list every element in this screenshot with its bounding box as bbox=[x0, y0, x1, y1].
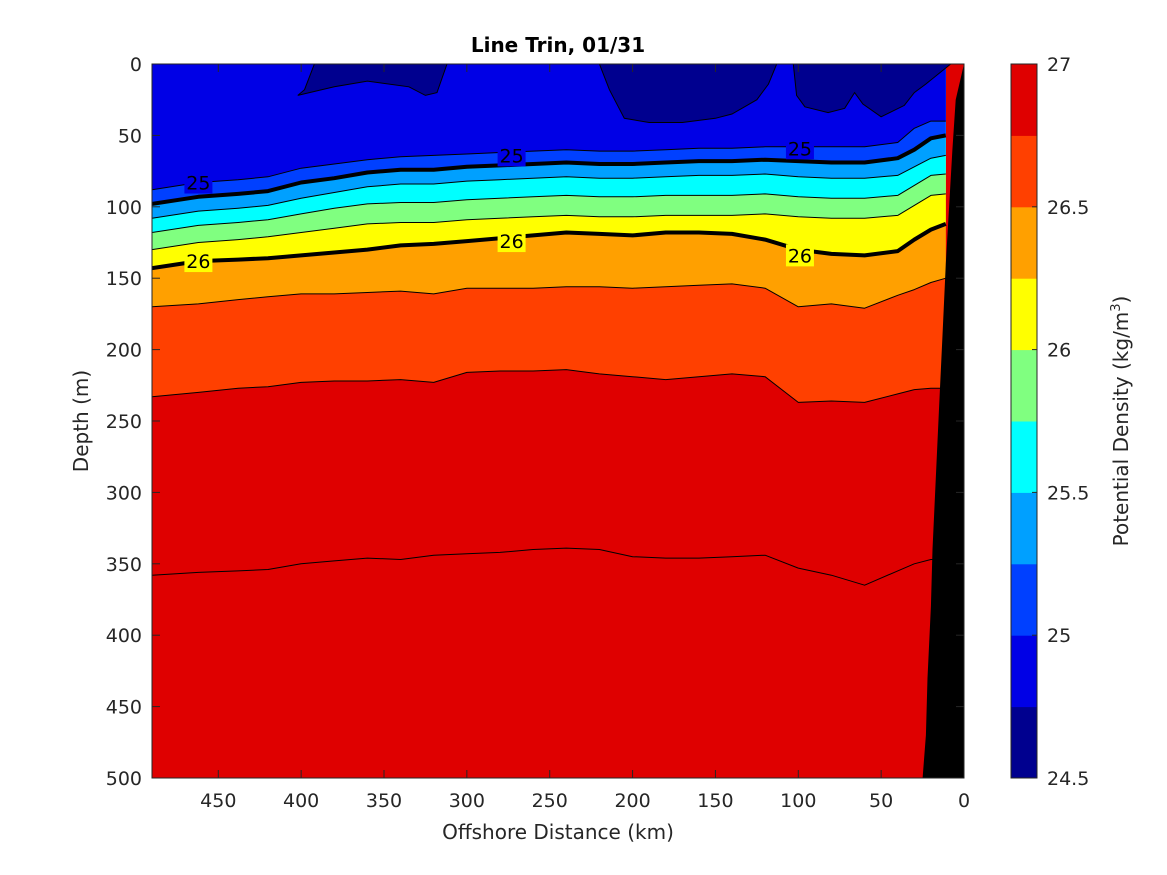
contour-line bbox=[152, 277, 946, 309]
colorbar-tick-label: 26.5 bbox=[1047, 197, 1089, 219]
colorbar-label: Potential Density (kg/m3) bbox=[1109, 296, 1133, 547]
x-tick-label: 350 bbox=[366, 790, 402, 812]
colorbar-swatch bbox=[1011, 206, 1037, 279]
y-tick-label: 200 bbox=[106, 340, 142, 362]
contour-line bbox=[152, 133, 947, 206]
x-tick-label: 150 bbox=[697, 790, 733, 812]
colorbar-label-sup: 3 bbox=[1109, 303, 1124, 311]
contour-lines bbox=[152, 120, 947, 586]
contour-line bbox=[152, 173, 946, 233]
x-tick-label: 200 bbox=[614, 790, 650, 812]
contour-label: 25 bbox=[186, 173, 210, 195]
x-tick-label: 250 bbox=[532, 790, 568, 812]
y-tick-label: 400 bbox=[106, 625, 142, 647]
density-band-fill bbox=[792, 64, 952, 118]
x-tick-label: 100 bbox=[780, 790, 816, 812]
colorbar-swatch bbox=[1011, 135, 1037, 208]
colorbar-swatch bbox=[1011, 492, 1037, 565]
contour-label-gap bbox=[184, 250, 213, 273]
seafloor-shape bbox=[922, 64, 964, 778]
contour-labels: 25 25 25 26 26 26 bbox=[184, 137, 814, 273]
y-axis-ticks: 0 50 100 150 200 250 300 350 400 450 500 bbox=[106, 54, 964, 790]
y-tick-label: 150 bbox=[106, 268, 142, 290]
contour-label: 25 bbox=[500, 145, 524, 167]
contour-line bbox=[152, 120, 946, 191]
contour-line bbox=[152, 154, 946, 219]
colorbar-swatch bbox=[1011, 64, 1037, 136]
contour-label-gap bbox=[785, 137, 814, 160]
x-tick-label: 400 bbox=[283, 790, 319, 812]
colorbar-swatch bbox=[1011, 278, 1037, 351]
contour-label: 26 bbox=[788, 245, 812, 267]
contour-line bbox=[152, 369, 946, 403]
density-band-fill bbox=[598, 64, 778, 123]
bathymetry bbox=[922, 64, 964, 778]
y-tick-label: 250 bbox=[106, 411, 142, 433]
y-tick-label: 50 bbox=[118, 125, 142, 147]
colorbar-swatch bbox=[1011, 421, 1037, 493]
x-tick-label: 450 bbox=[200, 790, 236, 812]
colorbar-tick-label: 26 bbox=[1047, 340, 1071, 362]
y-tick-label: 300 bbox=[106, 482, 142, 504]
colorbar-ticks: 24.5 25 25.5 26 26.5 27 bbox=[1032, 54, 1089, 790]
y-tick-label: 350 bbox=[106, 554, 142, 576]
x-axis-label: Offshore Distance (km) bbox=[442, 820, 674, 844]
colorbar-tick-label: 25 bbox=[1047, 625, 1071, 647]
y-tick-label: 100 bbox=[106, 197, 142, 219]
plot-area bbox=[152, 64, 964, 778]
y-tick-label: 450 bbox=[106, 697, 142, 719]
colorbar-tick-label: 24.5 bbox=[1047, 768, 1089, 790]
contour-line bbox=[152, 222, 947, 271]
y-tick-label: 0 bbox=[130, 54, 142, 76]
colorbar-label-end: ) bbox=[1109, 296, 1133, 304]
x-tick-label: 50 bbox=[869, 790, 893, 812]
contour-label-gap bbox=[785, 244, 814, 267]
x-axis-ticks: 450 400 350 300 250 200 150 100 50 0 bbox=[200, 64, 970, 812]
x-tick-label: 300 bbox=[449, 790, 485, 812]
colorbar-frame bbox=[1010, 63, 1038, 779]
x-tick-label: 0 bbox=[958, 790, 970, 812]
colorbar-swatch bbox=[1011, 349, 1037, 422]
colorbar-label-main: Potential Density (kg/m bbox=[1109, 312, 1133, 547]
contour-line bbox=[152, 193, 946, 251]
contour-label-gap bbox=[497, 144, 526, 167]
contour-label-gap bbox=[497, 230, 526, 253]
colorbar-swatch bbox=[1011, 563, 1037, 636]
contour-label: 26 bbox=[500, 231, 524, 253]
colorbar-tick-label: 27 bbox=[1047, 54, 1071, 76]
colorbar-swatch bbox=[1011, 706, 1037, 779]
density-band-fill bbox=[297, 64, 448, 96]
colorbar-tick-label: 25.5 bbox=[1047, 482, 1089, 504]
colorbar bbox=[1011, 64, 1037, 779]
contour-fills bbox=[152, 64, 964, 778]
chart-title: Line Trin, 01/31 bbox=[471, 33, 645, 57]
contour-line bbox=[152, 547, 946, 586]
y-tick-label: 500 bbox=[106, 768, 142, 790]
colorbar-swatch bbox=[1011, 635, 1037, 708]
contour-label: 26 bbox=[186, 251, 210, 273]
y-axis-label: Depth (m) bbox=[69, 370, 93, 472]
contour-label: 25 bbox=[788, 138, 812, 160]
contour-label-gap bbox=[184, 171, 213, 194]
